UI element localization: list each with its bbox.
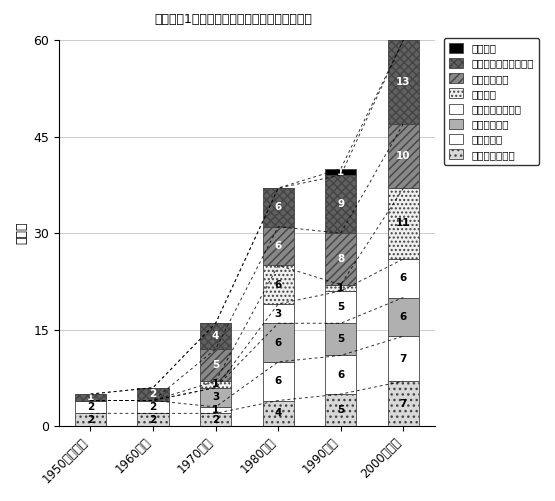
Bar [325, 285, 356, 291]
Bar [75, 394, 106, 400]
Bar [388, 188, 419, 259]
Legend: トータル, トータル（脱毛以外）, 痩身・足痩せ, 脱毛専門, 脱毛（トータル）, フェイシャル, ブライダル, ラグジュアリー: トータル, トータル（脱毛以外）, 痩身・足痩せ, 脱毛専門, 脱毛（トータル）… [443, 38, 539, 165]
Text: 1: 1 [337, 283, 345, 293]
Text: 6: 6 [275, 338, 282, 348]
Text: 6: 6 [275, 376, 282, 386]
Text: 5: 5 [337, 405, 345, 415]
Text: 1: 1 [212, 405, 219, 415]
Text: 2: 2 [212, 415, 219, 425]
Text: 6: 6 [400, 312, 407, 322]
Bar [75, 400, 106, 413]
Text: 5: 5 [337, 334, 345, 344]
Bar [263, 304, 294, 323]
Bar [388, 298, 419, 336]
Text: ＜グラフ1　創業年別エステチェーン数推移＞: ＜グラフ1 創業年別エステチェーン数推移＞ [154, 13, 312, 26]
Text: 2: 2 [87, 402, 94, 412]
Bar [263, 362, 294, 400]
Bar [325, 323, 356, 355]
Bar [325, 169, 356, 175]
Text: 2: 2 [149, 415, 157, 425]
Y-axis label: （社）: （社） [15, 222, 28, 244]
Text: 6: 6 [275, 241, 282, 251]
Text: 3: 3 [212, 392, 219, 402]
Bar [138, 400, 169, 413]
Bar [325, 233, 356, 285]
Text: 1: 1 [87, 392, 94, 402]
Text: 6: 6 [275, 202, 282, 212]
Bar [263, 323, 294, 362]
Text: 1: 1 [337, 167, 345, 177]
Bar [263, 266, 294, 304]
Bar [263, 188, 294, 227]
Text: 11: 11 [396, 218, 411, 228]
Text: 6: 6 [400, 273, 407, 283]
Text: 8: 8 [337, 254, 345, 264]
Text: 7: 7 [400, 354, 407, 364]
Text: 13: 13 [396, 77, 411, 87]
Bar [263, 227, 294, 266]
Bar [200, 323, 231, 349]
Text: 4: 4 [275, 408, 282, 418]
Bar [325, 175, 356, 233]
Text: 6: 6 [337, 370, 345, 380]
Bar [200, 413, 231, 426]
Bar [200, 349, 231, 381]
Text: 2: 2 [149, 389, 157, 399]
Bar [138, 388, 169, 400]
Bar [325, 355, 356, 394]
Text: 3: 3 [275, 309, 282, 319]
Bar [325, 394, 356, 426]
Text: 5: 5 [337, 302, 345, 312]
Bar [138, 413, 169, 426]
Bar [263, 400, 294, 426]
Bar [200, 407, 231, 413]
Text: 2: 2 [87, 415, 94, 425]
Text: 5: 5 [212, 360, 219, 370]
Text: 2: 2 [149, 402, 157, 412]
Text: 7: 7 [400, 399, 407, 409]
Bar [388, 259, 419, 298]
Bar [388, 336, 419, 381]
Bar [200, 388, 231, 407]
Text: 1: 1 [212, 379, 219, 389]
Bar [388, 124, 419, 188]
Bar [388, 381, 419, 426]
Text: 9: 9 [337, 199, 344, 209]
Bar [388, 40, 419, 124]
Bar [325, 291, 356, 323]
Text: 10: 10 [396, 151, 411, 161]
Bar [200, 381, 231, 388]
Text: 6: 6 [275, 280, 282, 290]
Text: 4: 4 [212, 331, 219, 341]
Bar [75, 413, 106, 426]
